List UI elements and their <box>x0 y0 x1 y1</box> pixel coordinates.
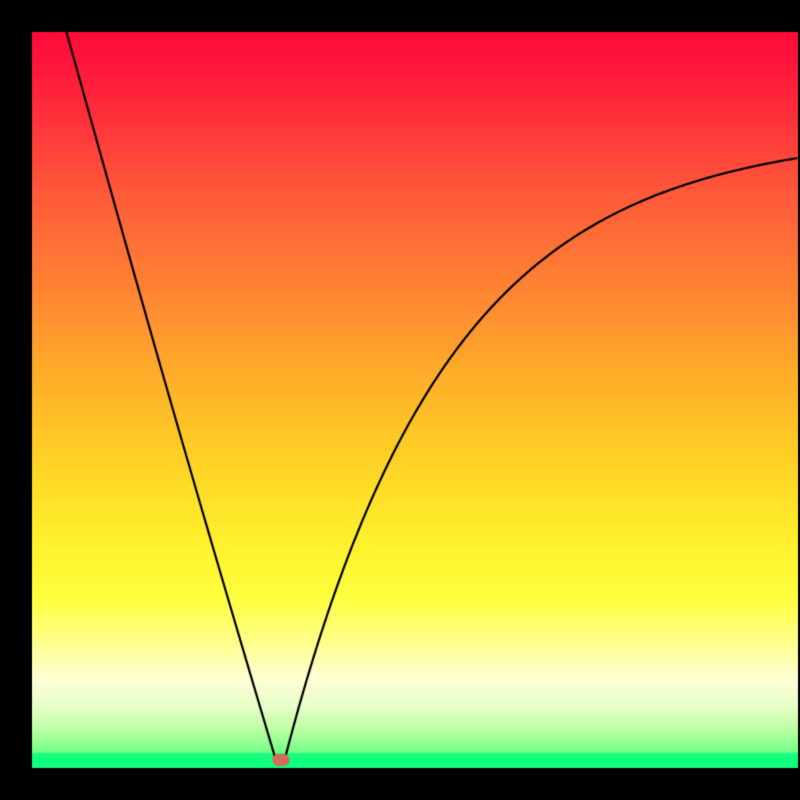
chart-canvas-container <box>0 0 800 800</box>
chart-stage: TheBottleneck.com <box>0 0 800 800</box>
chart-canvas <box>0 0 800 800</box>
